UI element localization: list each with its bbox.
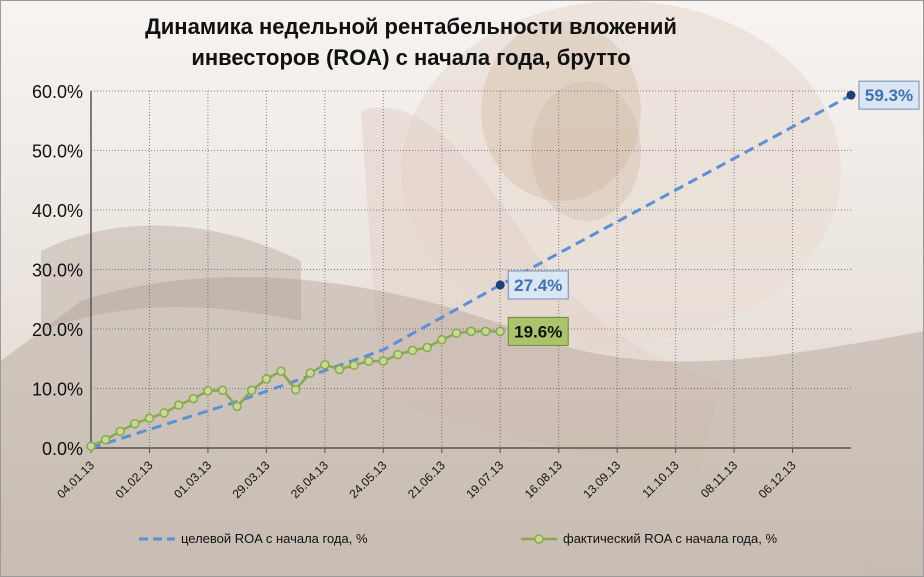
data-point-actual — [144, 413, 155, 423]
data-point-actual — [320, 359, 330, 370]
x-tick-label: 13.09.13 — [580, 458, 623, 501]
data-point-actual — [276, 366, 286, 376]
image-credit: pbimage-ml.com — [865, 566, 917, 573]
y-tick-label: 60.0% — [32, 82, 83, 102]
data-point-actual — [407, 345, 418, 356]
data-point-target — [846, 90, 856, 100]
legend-label-actual: фактический ROA с начала года, % — [563, 531, 778, 546]
x-tick-label: 08.11.13 — [698, 458, 741, 501]
data-point-actual — [217, 385, 228, 396]
chart-title-line2: инвесторов (ROA) с начала года, брутто — [191, 45, 631, 70]
data-point-actual — [203, 386, 213, 396]
data-point-actual — [130, 418, 140, 429]
data-point-actual — [422, 342, 432, 353]
data-point-target — [495, 280, 505, 290]
y-tick-label: 30.0% — [32, 261, 83, 281]
data-label-box — [507, 270, 569, 300]
data-label-box — [858, 80, 920, 110]
y-tick-label: 50.0% — [32, 142, 83, 162]
legend-swatch-actual — [521, 533, 557, 544]
x-tick-label: 11.10.13 — [639, 458, 682, 501]
x-tick-label: 06.12.13 — [756, 458, 799, 501]
data-point-actual — [480, 326, 491, 337]
data-point-actual — [393, 349, 403, 360]
data-point-actual — [305, 368, 315, 378]
legend-item-actual: фактический ROA с начала года, % — [521, 531, 777, 546]
y-tick-label: 0.0% — [42, 439, 83, 459]
data-point-actual — [334, 364, 345, 375]
y-tick-label: 10.0% — [32, 380, 83, 400]
x-tick-label: 29.03.13 — [230, 458, 273, 501]
data-point-actual — [100, 434, 111, 445]
data-label: 27.4% — [514, 276, 562, 295]
y-tick-label: 40.0% — [32, 201, 83, 221]
data-point-actual — [466, 326, 476, 337]
x-tick-label: 26.04.13 — [288, 458, 331, 501]
x-tick-label: 21.06.13 — [405, 458, 448, 501]
chart-legend: целевой ROA с начала года, % фактический… — [1, 527, 923, 555]
data-point-actual — [159, 408, 169, 418]
data-point-actual — [261, 374, 272, 384]
x-tick-label: 01.03.13 — [171, 458, 214, 501]
chart-title-line1: Динамика недельной рентабельности вложен… — [145, 14, 677, 39]
y-tick-label: 20.0% — [32, 320, 83, 340]
x-tick-label: 16.08.13 — [522, 458, 565, 501]
data-label-box — [507, 316, 569, 346]
x-tick-label: 19.07.13 — [463, 458, 506, 501]
data-point-actual — [437, 334, 447, 345]
data-point-actual — [451, 328, 462, 338]
data-point-actual — [378, 356, 389, 366]
x-tick-label: 24.05.13 — [346, 458, 389, 501]
x-tick-label: 04.01.13 — [54, 458, 97, 501]
data-point-actual — [86, 441, 96, 451]
data-label: 19.6% — [514, 322, 562, 341]
data-point-actual — [363, 356, 374, 366]
data-point-actual — [290, 384, 301, 395]
data-point-actual — [232, 401, 242, 412]
data-point-actual — [349, 360, 359, 371]
series-line-target — [90, 93, 852, 450]
chart-title: Динамика недельной рентабельности вложен… — [131, 11, 691, 73]
x-tick-label: 01.02.13 — [113, 458, 156, 501]
legend-swatch-target — [139, 537, 175, 540]
data-label: 59.3% — [865, 86, 913, 105]
data-point-actual — [247, 385, 257, 396]
legend-item-target: целевой ROA с начала года, % — [139, 531, 368, 546]
data-point-actual — [115, 426, 125, 437]
legend-label-target: целевой ROA с начала года, % — [181, 531, 368, 546]
data-point-actual — [495, 326, 505, 337]
data-point-actual — [188, 393, 199, 404]
data-point-actual — [173, 400, 184, 410]
